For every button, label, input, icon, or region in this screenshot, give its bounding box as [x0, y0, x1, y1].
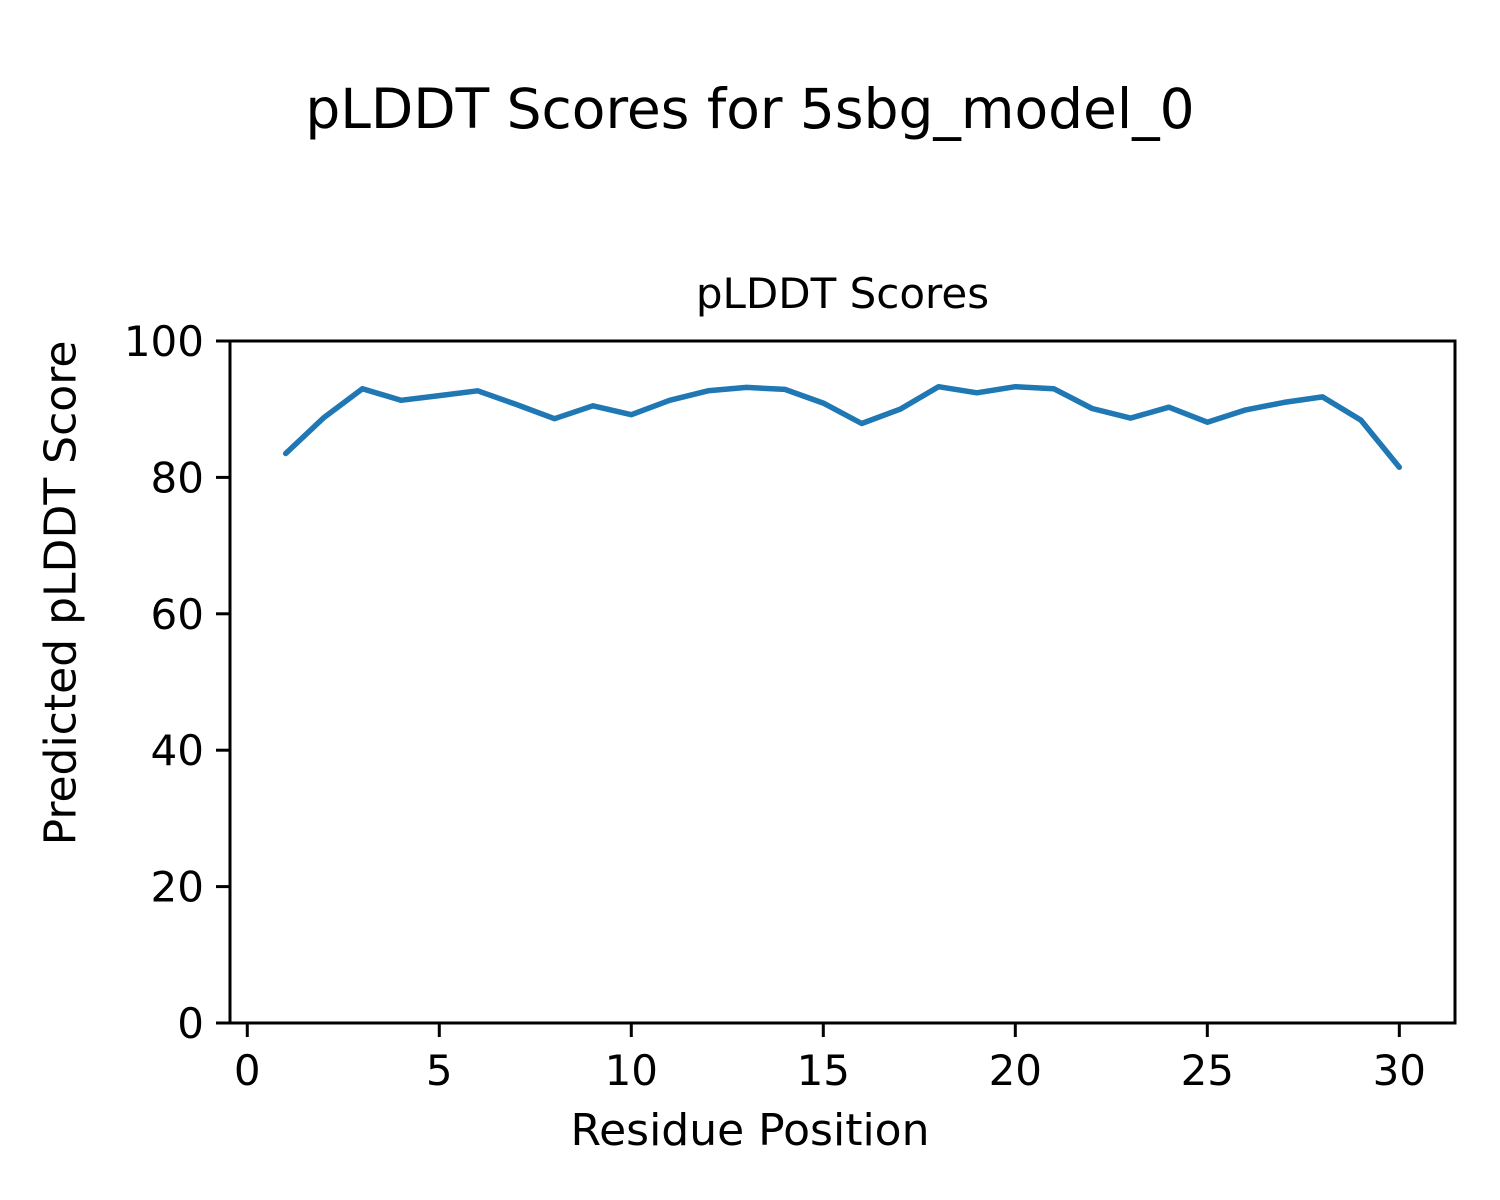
axes-title: pLDDT Scores: [695, 269, 990, 318]
x-axis-label: Residue Position: [570, 1105, 930, 1156]
x-tick-label: 25: [1181, 1046, 1234, 1095]
y-tick-label: 20: [151, 863, 204, 912]
y-tick-label: 0: [177, 999, 204, 1048]
y-tick-label: 60: [151, 590, 204, 639]
data-line: [282, 383, 1403, 470]
y-tick-label: 40: [151, 726, 204, 775]
plot-frame: [228, 339, 1457, 1025]
x-tick-label: 0: [234, 1046, 261, 1095]
x-tick-label: 5: [426, 1046, 453, 1095]
y-tick-label: 80: [151, 453, 204, 502]
x-tick-label: 30: [1373, 1046, 1426, 1095]
x-tick-label: 10: [605, 1046, 658, 1095]
y-tick-label: 100: [124, 317, 204, 366]
x-tick-label: 20: [989, 1046, 1042, 1095]
x-tick-label: 15: [797, 1046, 850, 1095]
figure-title: pLDDT Scores for 5sbg_model_0: [305, 77, 1195, 141]
